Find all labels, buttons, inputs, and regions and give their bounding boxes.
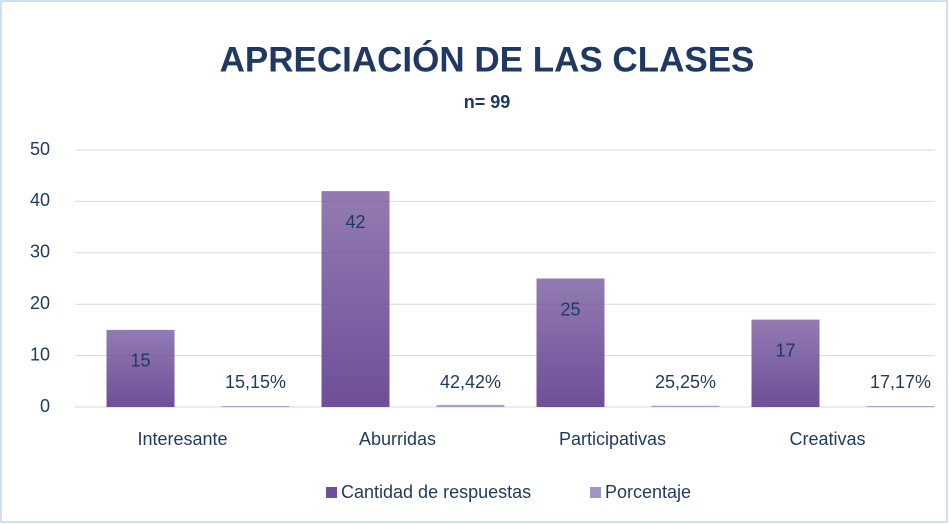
y-tick-label: 30 <box>30 242 50 262</box>
y-tick-label: 20 <box>30 293 50 313</box>
legend-label: Cantidad de respuestas <box>341 482 531 502</box>
y-tick-label: 40 <box>30 190 50 210</box>
bar <box>866 406 935 407</box>
bar <box>436 404 505 407</box>
data-label: 42,42% <box>440 372 501 392</box>
chart-title: APRECIACIÓN DE LAS CLASES <box>220 39 755 79</box>
data-label: 15,15% <box>225 372 286 392</box>
bar <box>536 278 605 407</box>
bar <box>221 406 290 407</box>
x-tick-label: Creativas <box>789 429 865 449</box>
y-tick-label: 0 <box>40 396 50 416</box>
data-label: 15 <box>130 351 150 371</box>
data-label: 42 <box>345 212 365 232</box>
x-tick-label: Participativas <box>559 429 666 449</box>
bar <box>651 405 720 407</box>
data-label: 17,17% <box>870 372 931 392</box>
data-label: 25,25% <box>655 372 716 392</box>
bar <box>106 329 175 407</box>
bar <box>751 319 820 407</box>
y-tick-label: 50 <box>30 139 50 159</box>
legend-swatch <box>326 487 337 498</box>
x-tick-label: Aburridas <box>359 429 436 449</box>
legend-swatch <box>590 487 601 498</box>
chart-subtitle: n= 99 <box>464 92 511 112</box>
data-label: 17 <box>775 340 795 360</box>
data-label: 25 <box>560 299 580 319</box>
y-tick-label: 10 <box>30 344 50 364</box>
bar <box>321 191 390 407</box>
x-tick-label: Interesante <box>137 429 227 449</box>
legend-label: Porcentaje <box>605 482 691 502</box>
